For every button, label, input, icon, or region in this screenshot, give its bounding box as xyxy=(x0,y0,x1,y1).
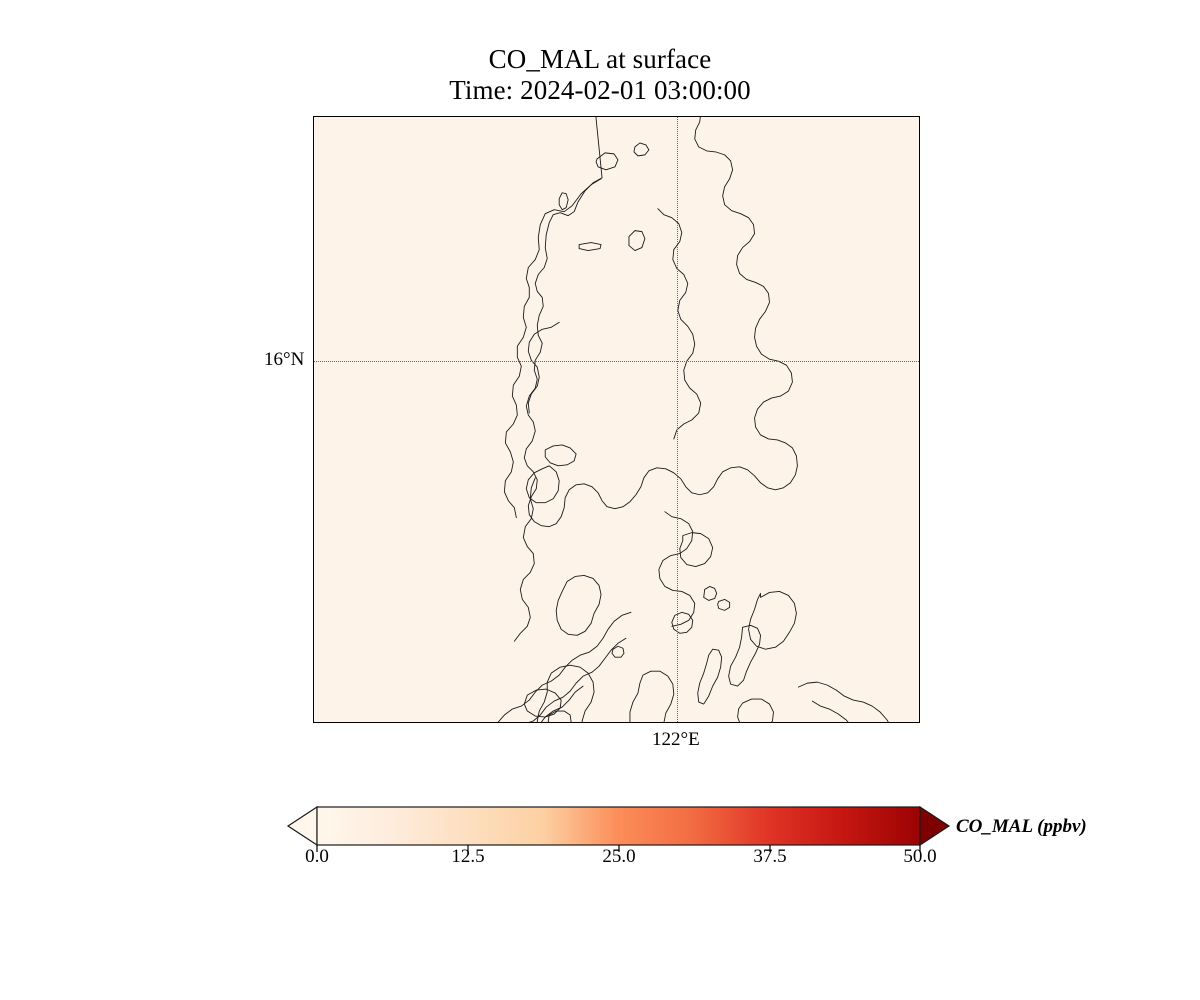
colorbar-tick-1: 12.5 xyxy=(451,846,485,867)
colorbar-tick-4: 50.0 xyxy=(903,846,937,867)
colorbar-body xyxy=(316,806,921,846)
colorbar-tick-3: 37.5 xyxy=(753,846,787,867)
colorbar-tick-labels: 0.0 12.5 25.0 37.5 50.0 xyxy=(288,846,950,872)
map-axes[interactable] xyxy=(313,116,920,723)
ytick-label-16N: 16°N xyxy=(264,349,305,370)
colorbar-label: CO_MAL (ppbv) xyxy=(956,816,1087,837)
title-line-time: Time: 2024-02-01 03:00:00 xyxy=(449,75,751,105)
figure-title: CO_MAL at surface Time: 2024-02-01 03:00… xyxy=(0,44,1200,106)
colorbar-extend-max xyxy=(919,805,951,847)
xtick-mark-122E xyxy=(677,722,678,723)
coastline-layer xyxy=(497,117,889,722)
colorbar-tick-2: 25.0 xyxy=(602,846,636,867)
xtick-label-122E: 122°E xyxy=(652,729,700,750)
title-line-variable: CO_MAL at surface xyxy=(488,44,712,74)
colorbar-extend-min xyxy=(286,805,318,847)
colorbar[interactable]: 0.0 12.5 25.0 37.5 50.0 CO_MAL (ppbv) xyxy=(286,805,1087,867)
colorbar-gradient xyxy=(286,805,951,852)
ytick-mark-16N xyxy=(313,361,314,362)
colorbar-tick-0: 0.0 xyxy=(305,846,329,867)
